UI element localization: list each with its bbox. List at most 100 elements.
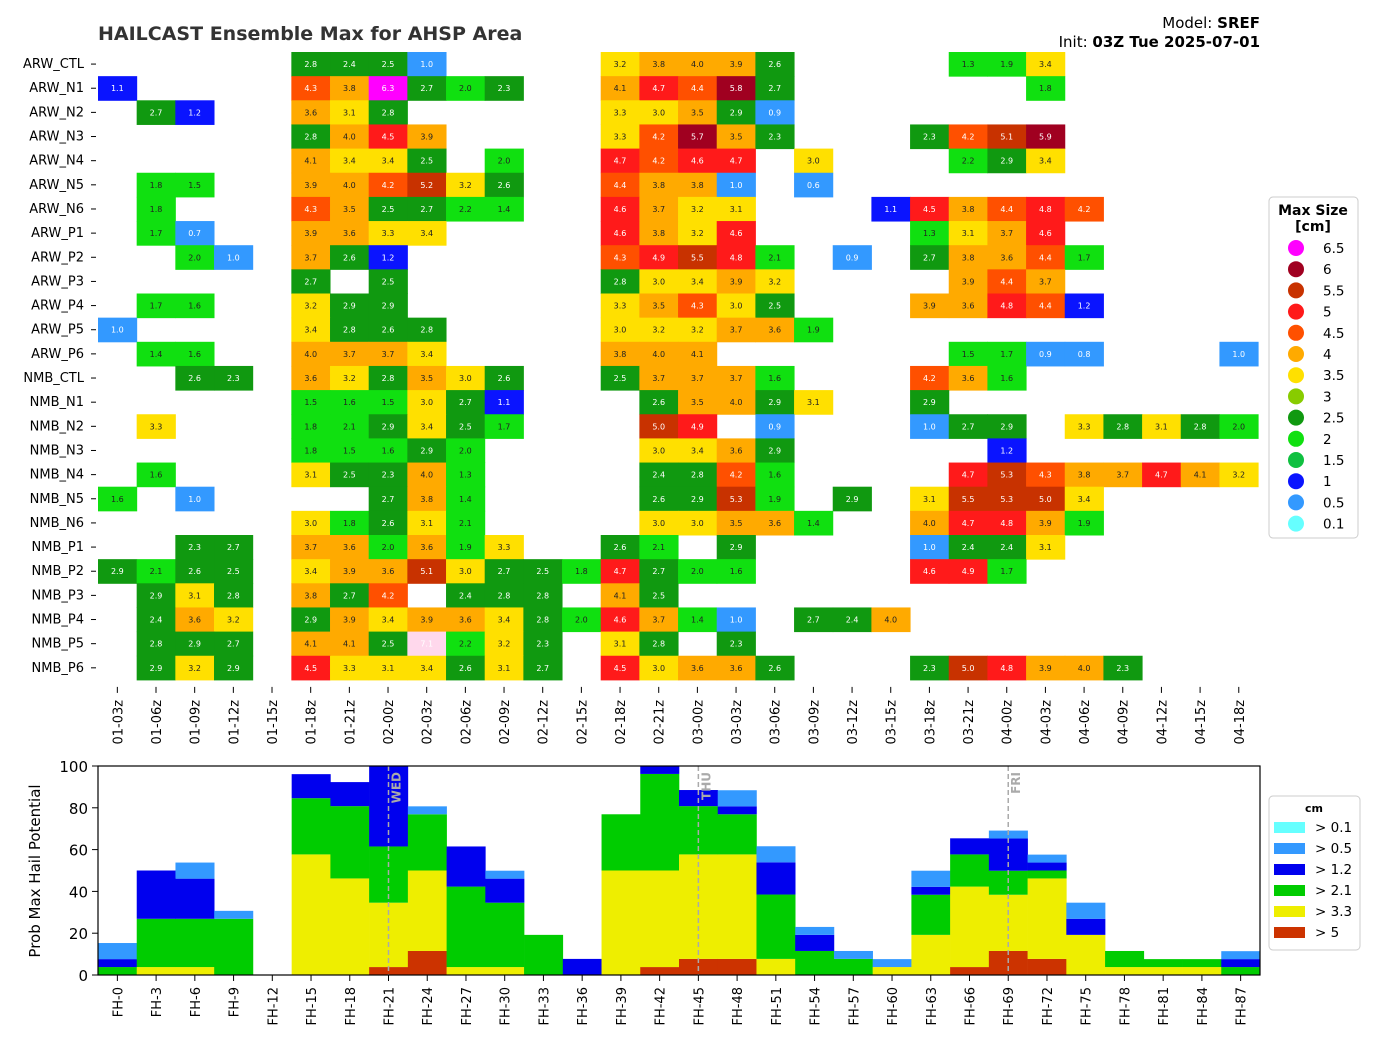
- cell-value-label: 1.5: [304, 398, 317, 407]
- cell-value-label: 1.9: [459, 543, 472, 552]
- member-label: ARW_N2: [29, 105, 84, 120]
- cell-value-label: 2.9: [188, 640, 201, 649]
- cell-value-label: 3.2: [652, 326, 665, 335]
- cell-value-label: 2.5: [382, 277, 395, 286]
- legend-label: > 0.5: [1315, 841, 1352, 857]
- category-label: FH-9: [228, 987, 243, 1017]
- cell-value-label: 3.4: [691, 277, 704, 286]
- cell-value-label: 3.8: [304, 591, 317, 600]
- bar-segment: [407, 950, 447, 975]
- bar-segment: [330, 782, 370, 807]
- cell-value-label: 3.3: [1078, 422, 1091, 431]
- legend-swatch: [1274, 885, 1305, 896]
- cell-value-label: 3.8: [420, 495, 433, 504]
- legend-label: 1: [1323, 474, 1332, 490]
- cell-value-label: 2.6: [652, 495, 665, 504]
- cell-value-label: 4.2: [652, 157, 665, 166]
- bar-segment: [911, 870, 951, 887]
- cell-value-label: 5.0: [962, 664, 975, 673]
- cell-value-label: 3.1: [923, 495, 936, 504]
- cell-value-label: 3.0: [652, 664, 665, 673]
- heatmap-cell: [600, 631, 640, 657]
- heatmap-cell: [136, 607, 176, 633]
- time-label: 04-03z: [1039, 700, 1054, 745]
- bar-segment: [214, 918, 254, 975]
- cell-value-label: 5.3: [730, 495, 743, 504]
- cell-value-label: 2.6: [614, 543, 627, 552]
- cell-value-label: 1.6: [188, 350, 201, 359]
- cell-value-label: 4.9: [652, 253, 665, 262]
- cell-value-label: 3.1: [498, 664, 511, 673]
- heatmap-cell: [639, 100, 679, 125]
- heatmap-cell: [1064, 486, 1104, 512]
- day-marker-label: WED: [390, 772, 404, 803]
- heatmap-cell: [330, 76, 370, 101]
- heatmap-cell: [446, 438, 486, 464]
- member-label: NMB_P5: [32, 637, 84, 652]
- bar-segment: [833, 958, 873, 975]
- cell-value-label: 1.6: [768, 374, 781, 383]
- cell-value-label: 3.2: [459, 181, 472, 190]
- heatmap-cell: [600, 76, 640, 101]
- category-label: FH-87: [1235, 987, 1250, 1026]
- cell-value-label: 4.1: [304, 157, 317, 166]
- heatmap-cell: [948, 535, 988, 560]
- bar-segment: [640, 766, 680, 774]
- heatmap-cell: [987, 196, 1027, 222]
- time-label: 01-09z: [189, 700, 204, 745]
- heatmap-cell: [446, 559, 486, 584]
- cell-value-label: 4.7: [962, 471, 975, 480]
- cell-value-label: 3.7: [1000, 229, 1013, 238]
- cell-value-label: 1.8: [150, 205, 163, 214]
- cell-value-label: 5.8: [730, 84, 743, 93]
- heatmap-cell: [794, 148, 834, 174]
- heatmap-cell: [484, 148, 524, 174]
- cell-value-label: 3.0: [652, 277, 665, 286]
- heatmap-cell: [716, 559, 756, 584]
- heatmap-cell: [794, 510, 834, 536]
- cell-value-label: 2.7: [420, 84, 433, 93]
- cell-value-label: 2.7: [962, 422, 975, 431]
- cell-value-label: 4.3: [304, 205, 317, 214]
- member-label: ARW_P2: [31, 250, 84, 265]
- cell-value-label: 2.6: [188, 567, 201, 576]
- heatmap-cell: [1026, 124, 1066, 150]
- heatmap-cell: [446, 583, 486, 608]
- heatmap-cell: [136, 655, 176, 681]
- bar-segment: [446, 967, 486, 975]
- heatmap-cell: [136, 172, 176, 198]
- heatmap-cell: [716, 655, 756, 681]
- heatmap-cell: [1103, 462, 1143, 488]
- cell-value-label: 6.3: [382, 84, 395, 93]
- cell-value-label: 4.8: [730, 253, 743, 262]
- cell-value-label: 4.8: [1039, 205, 1052, 214]
- heatmap-cell: [987, 655, 1027, 681]
- heatmap-legend: Max Size[cm] 6.5 6 5.5 5 4.5 4 3.5 3 2.5 2 1.5 1 0.5 0…: [1268, 196, 1359, 539]
- heatmap-cell: [716, 52, 756, 77]
- heatmap-cell: [291, 438, 331, 464]
- heatmap-cell: [639, 124, 679, 150]
- time-label: 03-03z: [730, 700, 745, 745]
- cell-value-label: 3.7: [652, 374, 665, 383]
- category-label: FH-42: [654, 987, 669, 1026]
- cell-value-label: 1.7: [1000, 567, 1013, 576]
- heatmap-cell: [794, 607, 834, 633]
- category-label: FH-18: [344, 987, 359, 1026]
- heatmap-cell: [446, 365, 486, 391]
- cell-value-label: 2.7: [536, 664, 549, 673]
- heatmap-cell: [175, 583, 215, 608]
- heatmap-cell: [407, 414, 447, 439]
- cell-value-label: 4.7: [614, 567, 627, 576]
- cell-value-label: 3.1: [614, 640, 627, 649]
- cell-value-label: 3.6: [962, 374, 975, 383]
- time-label: 02-18z: [614, 700, 629, 745]
- cell-value-label: 3.9: [1039, 519, 1052, 528]
- cell-value-label: 2.9: [923, 398, 936, 407]
- time-label: 02-00z: [382, 700, 397, 745]
- heatmap-cell: [755, 245, 795, 270]
- heatmap-cell: [175, 100, 215, 125]
- cell-value-label: 3.3: [614, 108, 627, 117]
- heatmap-cell: [330, 559, 370, 584]
- heatmap-cell: [639, 76, 679, 101]
- cell-value-label: 3.7: [652, 616, 665, 625]
